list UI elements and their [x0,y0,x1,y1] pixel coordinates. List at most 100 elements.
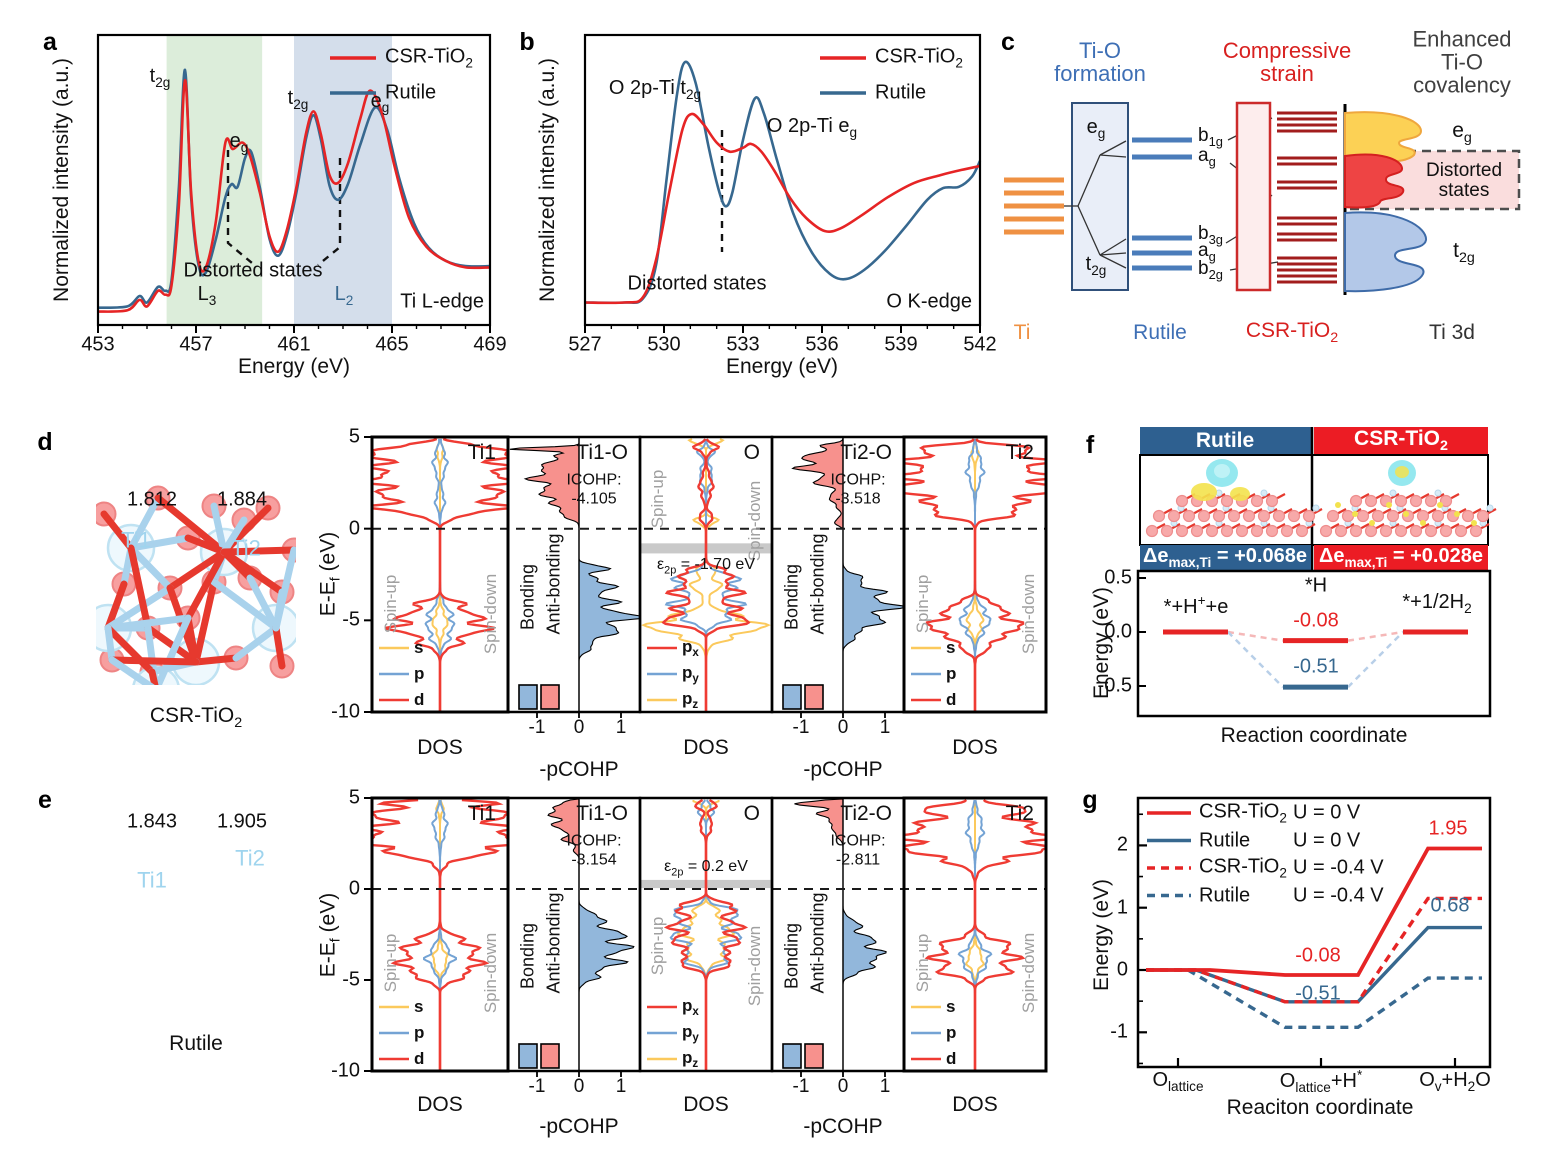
a-legend-csr-label: CSR-TiO2 [385,45,473,71]
bonding-label-d: Bonding [517,563,538,631]
cohp-x-tick-e: -1 [792,1076,810,1098]
b-x-tick: 530 [647,333,681,356]
g-legend-name-0: CSR-TiO2 [1199,800,1287,826]
c-bottom-label-rutile: Rutile [1133,320,1187,344]
g-y-tick: 0 [1116,958,1128,981]
a-annotation-edge: Ti L-edge [400,290,484,313]
a-annotation-L3: L3 [197,282,217,308]
b-x-tick: 539 [884,333,918,356]
antibonding-label-d: Anti-bonding [807,533,828,635]
orbital-legend-s-e: s [414,997,424,1016]
c-level-t2g: t2g [1085,252,1107,278]
spin-up-label-e: Spin-up [648,916,667,976]
spin-down-label-e: Spin-down [1019,932,1038,1014]
g-legend-u-1: U = 0 V [1293,829,1361,851]
antibonding-label-d: Anti-bonding [543,533,564,635]
g-annotation-minus-0-51: -0.51 [1295,982,1341,1005]
bonding-label-e: Bonding [517,922,538,990]
panel-c-letter: c [1001,27,1015,56]
spin-up-label-d: Spin-up [381,574,400,634]
panel-a-letter: a [43,27,57,56]
dos-x-label-e: DOS [683,1092,729,1116]
f-y-tick: 0.5 [1104,566,1132,589]
orbital-legend-px-e: px [682,995,699,1019]
cohp-x-tick-d: -1 [792,717,810,739]
cohp-x-label-d: -pCOHP [539,757,619,781]
c-level-eg: eg [1086,115,1106,141]
f-delta-e-rutile: Δemax,Ti = +0.068e [1143,544,1307,570]
orbital-legend-p-d: p [414,664,425,683]
d-bond-length-2: 1.884 [216,488,268,511]
spin-up-label-d: Spin-up [913,574,932,634]
a-x-tick: 453 [81,333,115,356]
icohp-label-d: ICOHP: [566,471,622,489]
d-structure-caption: CSR-TiO2 [149,703,243,732]
a-annotation-eg-L2: eg [370,89,390,115]
a-annotation-t2g-L2: t2g [287,86,309,112]
dos-panel-title-O-d: O [743,441,760,464]
orbital-legend-s-d: s [946,638,956,657]
g-legend-u-0: U = 0 V [1293,801,1361,824]
orbital-legend-px-d: px [682,636,699,660]
orbital-legend-pz-d: pz [682,688,699,712]
dos-y-tick-d: -10 [331,700,360,723]
cohp-x-tick-d: 0 [837,717,849,739]
cohp-x-tick-e: 1 [879,1076,891,1098]
g-legend-u-2: U = -0.4 V [1293,856,1384,879]
orbital-legend-p-d: p [946,664,957,683]
spin-down-label-d: Spin-down [745,480,764,562]
bonding-label-e: Bonding [781,922,802,990]
cohp-x-tick-d: 1 [879,717,891,739]
d-dos-y-axis-label: E-Ef (eV) [316,531,344,617]
cohp-x-label-d: -pCOHP [803,757,883,781]
c-right-label-t2g: t2g [1453,238,1475,267]
dos-panel-title-Ti1-d: Ti1 [467,441,496,464]
b-x-axis-label: Energy (eV) [725,354,839,378]
panel-b-letter: b [519,27,535,56]
orbital-legend-pz-e: pz [682,1047,699,1071]
orbital-legend-p-e: p [414,1023,425,1042]
orbital-legend-py-d: py [682,662,699,686]
icohp-value-e: -3.154 [571,851,617,869]
b-annotation-edge: O K-edge [886,290,972,313]
d-bond-length-1: 1.812 [126,488,178,511]
f-delta-e-csr: Δemax,Ti = +0.028e [1319,544,1483,570]
cohp-x-label-e: -pCOHP [803,1114,883,1138]
panel-d-letter: d [37,427,53,456]
orbital-legend-s-d: s [414,638,424,657]
spin-up-label-d: Spin-up [648,469,667,529]
cohp-x-tick-d: -1 [528,717,546,739]
icohp-label-e: ICOHP: [830,832,886,850]
e-dos-y-axis-label: E-Ef (eV) [316,892,344,978]
dos-panel-title-Ti1-O-e: Ti1-O [576,802,628,825]
dos-y-tick-d: 0 [348,517,360,540]
b-annotation-distorted-states: Distorted states [627,272,767,295]
antibonding-label-e: Anti-bonding [543,892,564,994]
g-legend-name-2: CSR-TiO2 [1199,855,1287,881]
a-x-axis-label: Energy (eV) [237,354,351,378]
b-x-tick: 527 [568,333,602,356]
dos-x-label-d: DOS [683,735,729,759]
g-annotation-1-95: 1.95 [1428,817,1468,840]
dos-panel-title-O-e: O [743,802,760,825]
a-x-tick: 461 [277,333,311,356]
b-x-tick: 533 [726,333,760,356]
dos-panel-title-Ti2-e: Ti2 [1005,802,1034,825]
g-legend-name-3: Rutile [1199,884,1251,906]
a-y-axis-label: Normalized intensity (a.u.) [50,58,73,302]
c-level-ag1: ag [1198,145,1216,169]
f-value-csr: -0.08 [1293,609,1339,632]
orbital-legend-d-e: d [946,1049,957,1068]
spin-down-label-e: Spin-down [745,925,764,1007]
b-annotation-o2p-t2g: O 2p-Ti t2g [608,76,702,102]
panel-f-letter: f [1085,430,1095,459]
a-legend-rutile-label: Rutile [385,81,437,104]
b-legend-rutile-label: Rutile [875,81,927,104]
g-y-tick: 1 [1116,896,1128,919]
dos-y-tick-e: 0 [348,877,360,900]
dos-panel-title-Ti2-d: Ti2 [1005,441,1034,464]
a-annotation-eg-L3: eg [229,129,249,155]
c-header-compressive-strain: Compressive strain [1222,37,1352,86]
e-atom-label-ti2: Ti2 [235,845,265,871]
